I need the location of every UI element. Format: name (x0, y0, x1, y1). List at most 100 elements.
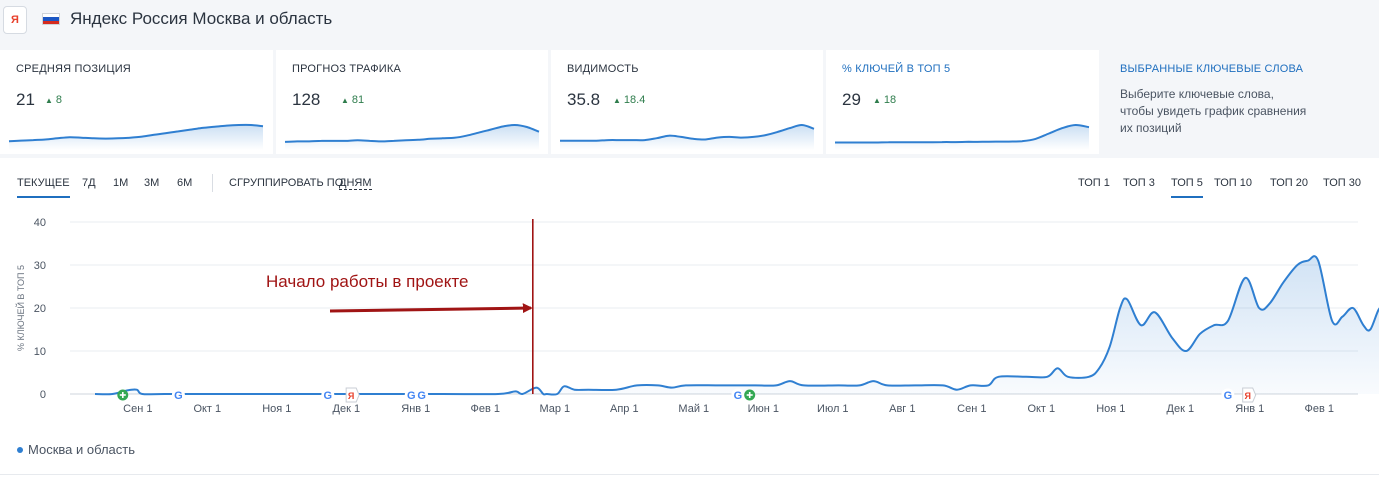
plus-event-icon[interactable] (744, 389, 756, 401)
tab-top1[interactable]: ТОП 1 (1078, 177, 1110, 189)
group-by-dropdown[interactable]: ДНЯМ (339, 177, 372, 190)
x-tick-label: Мар 1 (539, 403, 570, 415)
x-tick-label: Ноя 1 (1096, 403, 1125, 415)
arrow-up-icon: ▲ (45, 96, 53, 105)
card-value: 29 (842, 90, 861, 109)
y-tick-label: 0 (40, 389, 46, 401)
x-tick-label: Ноя 1 (262, 403, 291, 415)
y-tick-label: 20 (34, 303, 46, 315)
arrow-up-icon: ▲ (873, 96, 881, 105)
svg-text:Я: Я (348, 391, 354, 401)
sparkline-area (285, 124, 539, 150)
card-title: ВИДИМОСТЬ (567, 63, 639, 75)
annotation-arrow (329, 303, 533, 314)
x-tick-label: Апр 1 (610, 403, 639, 415)
group-by-label: СГРУППИРОВАТЬ ПО: (229, 177, 347, 189)
main-chart[interactable]: 0 10 20 30 40 % КЛЮЧЕЙ В ТОП 5 Сен 1 Окт 1 Ноя 1… (0, 205, 1379, 435)
card-value: 128 (292, 90, 321, 109)
tab-top10[interactable]: ТОП 10 (1214, 177, 1252, 189)
yandex-event-icon[interactable]: Я (345, 387, 360, 403)
card-description: Выберите ключевые слова, чтобы увидеть г… (1120, 87, 1307, 135)
card-delta: ▲ 8 (45, 94, 63, 106)
yandex-event-icon[interactable]: Я (1242, 387, 1257, 403)
x-tick-label: Фев 1 (471, 403, 501, 415)
x-tick-label: Июл 1 (817, 403, 849, 415)
google-event-icon[interactable]: G (321, 388, 335, 403)
arrow-up-icon: ▲ (341, 96, 349, 105)
metrics-cards: СРЕДНЯЯ ПОЗИЦИЯ 21 ▲ 8 ПРОГНОЗ ТРАФИКА 12… (0, 48, 1379, 158)
x-tick-label: Окт 1 (193, 403, 221, 415)
x-tick-label: Май 1 (678, 403, 709, 415)
metric-card-traffic-forecast[interactable]: ПРОГНОЗ ТРАФИКА 128 ▲ 81 (276, 50, 548, 154)
tab-top30[interactable]: ТОП 30 (1323, 177, 1361, 189)
series-line[interactable] (94, 255, 1379, 396)
google-event-icon[interactable]: G (731, 388, 745, 403)
sparkline-line (284, 123, 540, 143)
sparkline (835, 123, 1090, 150)
sparkline (560, 124, 815, 150)
card-title: ПРОГНОЗ ТРАФИКА (292, 63, 402, 75)
x-tick-label: Авг 1 (889, 403, 915, 415)
google-event-icon[interactable]: G (404, 388, 418, 403)
plus-event-icon[interactable] (117, 389, 129, 401)
period-current-tab[interactable]: ТЕКУЩЕЕ (17, 177, 70, 198)
x-tick-label: Сен 1 (123, 403, 152, 415)
y-axis-label: % КЛЮЧЕЙ В ТОП 5 (15, 265, 26, 351)
sparkline-area (560, 124, 814, 150)
arrow-up-icon: ▲ (613, 96, 621, 105)
period-1m-tab[interactable]: 1М (113, 177, 129, 189)
svg-text:G: G (1224, 390, 1233, 402)
annotation-text: Начало работы в проекте (266, 272, 468, 291)
google-event-icon[interactable]: G (1221, 388, 1235, 403)
selected-keywords-card[interactable]: ВЫБРАННЫЕ КЛЮЧЕВЫЕ СЛОВА Выберите ключев… (1102, 50, 1379, 154)
card-value: 35.8 (567, 90, 601, 109)
x-tick-label: Дек 1 (1167, 403, 1195, 415)
chart-toolbar: ТЕКУЩЕЕ 7Д 1М 3М 6М СГРУППИРОВАТЬ ПО: ДН… (0, 160, 1379, 200)
y-tick-label: 10 (34, 346, 46, 358)
metric-card-keywords-top5[interactable]: % КЛЮЧЕЙ В ТОП 5 29 ▲ 18 (826, 50, 1099, 154)
x-tick-label: Янв 1 (401, 403, 430, 415)
metric-card-visibility[interactable]: ВИДИМОСТЬ 35.8 ▲ 18.4 (551, 50, 823, 154)
svg-text:G: G (407, 390, 416, 402)
period-3m-tab[interactable]: 3М (144, 177, 160, 189)
card-title: СРЕДНЯЯ ПОЗИЦИЯ (16, 63, 131, 75)
tab-top5[interactable]: ТОП 5 (1171, 177, 1203, 198)
metric-card-avg-position[interactable]: СРЕДНЯЯ ПОЗИЦИЯ 21 ▲ 8 (0, 50, 273, 154)
russia-flag-icon (42, 13, 60, 25)
period-7d-tab[interactable]: 7Д (82, 177, 96, 189)
x-tick-label: Дек 1 (333, 403, 361, 415)
google-event-icon[interactable]: G (415, 388, 429, 403)
card-title: % КЛЮЧЕЙ В ТОП 5 (842, 63, 951, 75)
yandex-logo-icon[interactable]: Я (3, 6, 27, 34)
svg-text:G: G (174, 390, 183, 402)
google-event-icon[interactable]: G (171, 388, 185, 403)
sparkline-line (835, 123, 1090, 144)
sparkline-line (8, 123, 264, 143)
sparkline (8, 123, 264, 150)
x-tick-label: Янв 1 (1235, 403, 1264, 415)
legend-label: Москва и область (28, 442, 136, 457)
svg-text:Я: Я (1244, 391, 1250, 401)
svg-text:G: G (417, 390, 426, 402)
card-delta: ▲ 18.4 (613, 94, 646, 106)
card-value: 21 (16, 90, 35, 109)
sparkline-line (560, 124, 815, 142)
x-tick-label: Фев 1 (1305, 403, 1335, 415)
sparkline (284, 123, 540, 150)
x-tick-label: Сен 1 (957, 403, 986, 415)
tab-top3[interactable]: ТОП 3 (1123, 177, 1155, 189)
svg-text:G: G (324, 390, 333, 402)
period-6m-tab[interactable]: 6М (177, 177, 193, 189)
header-bar: Я Яндекс Россия Москва и область (0, 0, 1379, 48)
y-tick-label: 30 (34, 260, 46, 272)
card-title: ВЫБРАННЫЕ КЛЮЧЕВЫЕ СЛОВА (1120, 63, 1304, 75)
y-tick-label: 40 (34, 217, 46, 229)
tab-top20[interactable]: ТОП 20 (1270, 177, 1308, 189)
series-area (95, 256, 1379, 395)
divider (0, 474, 1379, 475)
card-delta: ▲ 81 (341, 94, 365, 106)
chart-legend[interactable]: Москва и область (17, 442, 135, 457)
x-tick-label: Июн 1 (748, 403, 779, 415)
sparkline-area (835, 124, 1089, 150)
card-delta: ▲ 18 (873, 94, 897, 106)
